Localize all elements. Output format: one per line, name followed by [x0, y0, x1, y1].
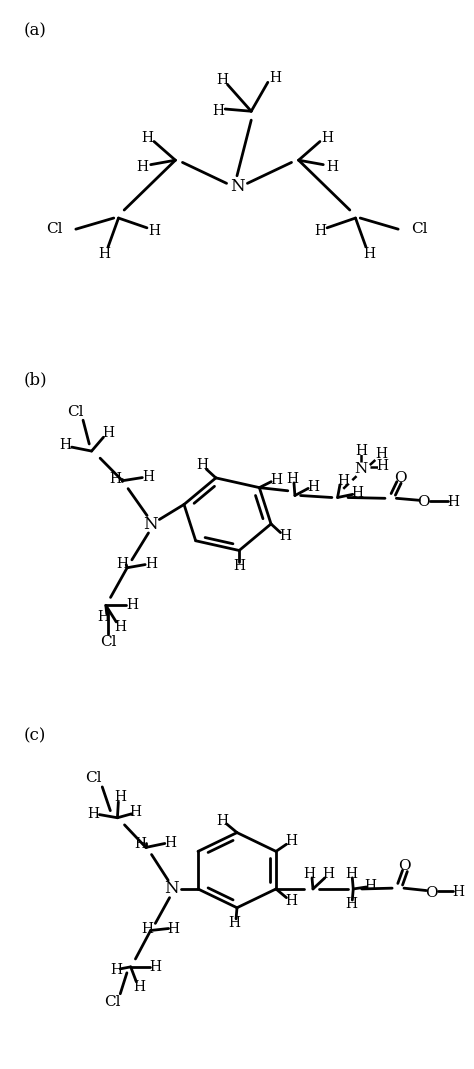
- Text: H: H: [129, 805, 141, 819]
- Text: H: H: [141, 921, 153, 935]
- Text: H: H: [114, 790, 126, 804]
- Text: N: N: [144, 515, 158, 532]
- Text: H: H: [197, 459, 209, 472]
- Text: H: H: [134, 837, 146, 851]
- Text: H: H: [102, 427, 114, 440]
- Text: O: O: [398, 859, 410, 873]
- Text: Cl: Cl: [104, 994, 121, 1009]
- Text: H: H: [364, 879, 376, 893]
- Text: H: H: [345, 897, 357, 911]
- Text: H: H: [133, 979, 145, 994]
- Text: H: H: [217, 73, 229, 87]
- Text: H: H: [109, 471, 121, 485]
- Text: H: H: [143, 469, 155, 484]
- Text: H: H: [148, 224, 160, 238]
- Text: H: H: [345, 867, 357, 881]
- Text: H: H: [322, 867, 334, 881]
- Text: H: H: [164, 836, 176, 850]
- Text: H: H: [321, 130, 333, 145]
- Text: H: H: [228, 916, 241, 930]
- Text: H: H: [375, 447, 387, 461]
- Text: H: H: [285, 835, 297, 849]
- Text: H: H: [356, 445, 367, 459]
- Text: H: H: [98, 610, 109, 624]
- Text: H: H: [326, 160, 338, 174]
- Text: N: N: [355, 462, 368, 476]
- Text: Cl: Cl: [46, 222, 63, 236]
- Text: Cl: Cl: [67, 404, 83, 419]
- Text: H: H: [270, 472, 282, 486]
- Text: H: H: [60, 438, 72, 452]
- Text: (c): (c): [24, 728, 46, 745]
- Text: H: H: [285, 894, 297, 908]
- Text: H: H: [364, 247, 376, 261]
- Text: H: H: [149, 960, 161, 974]
- Text: H: H: [448, 495, 460, 509]
- Text: H: H: [136, 160, 148, 174]
- Text: N: N: [230, 179, 244, 196]
- Text: H: H: [269, 71, 281, 84]
- Text: H: H: [233, 558, 245, 573]
- Text: (b): (b): [24, 372, 47, 389]
- Text: H: H: [110, 963, 122, 977]
- Text: H: H: [117, 557, 128, 571]
- Text: Cl: Cl: [411, 222, 428, 236]
- Text: O: O: [425, 886, 438, 900]
- Text: H: H: [114, 620, 126, 634]
- Text: N: N: [164, 881, 179, 898]
- Text: H: H: [307, 480, 319, 494]
- Text: H: H: [314, 224, 326, 238]
- Text: H: H: [88, 807, 100, 821]
- Text: O: O: [418, 495, 430, 509]
- Text: H: H: [145, 557, 157, 571]
- Text: O: O: [394, 470, 406, 484]
- Text: H: H: [141, 130, 153, 145]
- Text: H: H: [453, 885, 465, 899]
- Text: H: H: [98, 247, 110, 261]
- Text: Cl: Cl: [85, 771, 102, 786]
- Text: Cl: Cl: [100, 635, 117, 649]
- Text: H: H: [352, 485, 364, 500]
- Text: H: H: [337, 474, 349, 487]
- Text: H: H: [287, 471, 299, 486]
- Text: H: H: [303, 867, 315, 881]
- Text: H: H: [377, 459, 389, 472]
- Text: H: H: [279, 529, 291, 543]
- Text: (a): (a): [24, 22, 46, 40]
- Text: H: H: [126, 599, 138, 613]
- Text: H: H: [212, 105, 224, 119]
- Text: H: H: [167, 921, 179, 935]
- Text: H: H: [216, 814, 228, 827]
